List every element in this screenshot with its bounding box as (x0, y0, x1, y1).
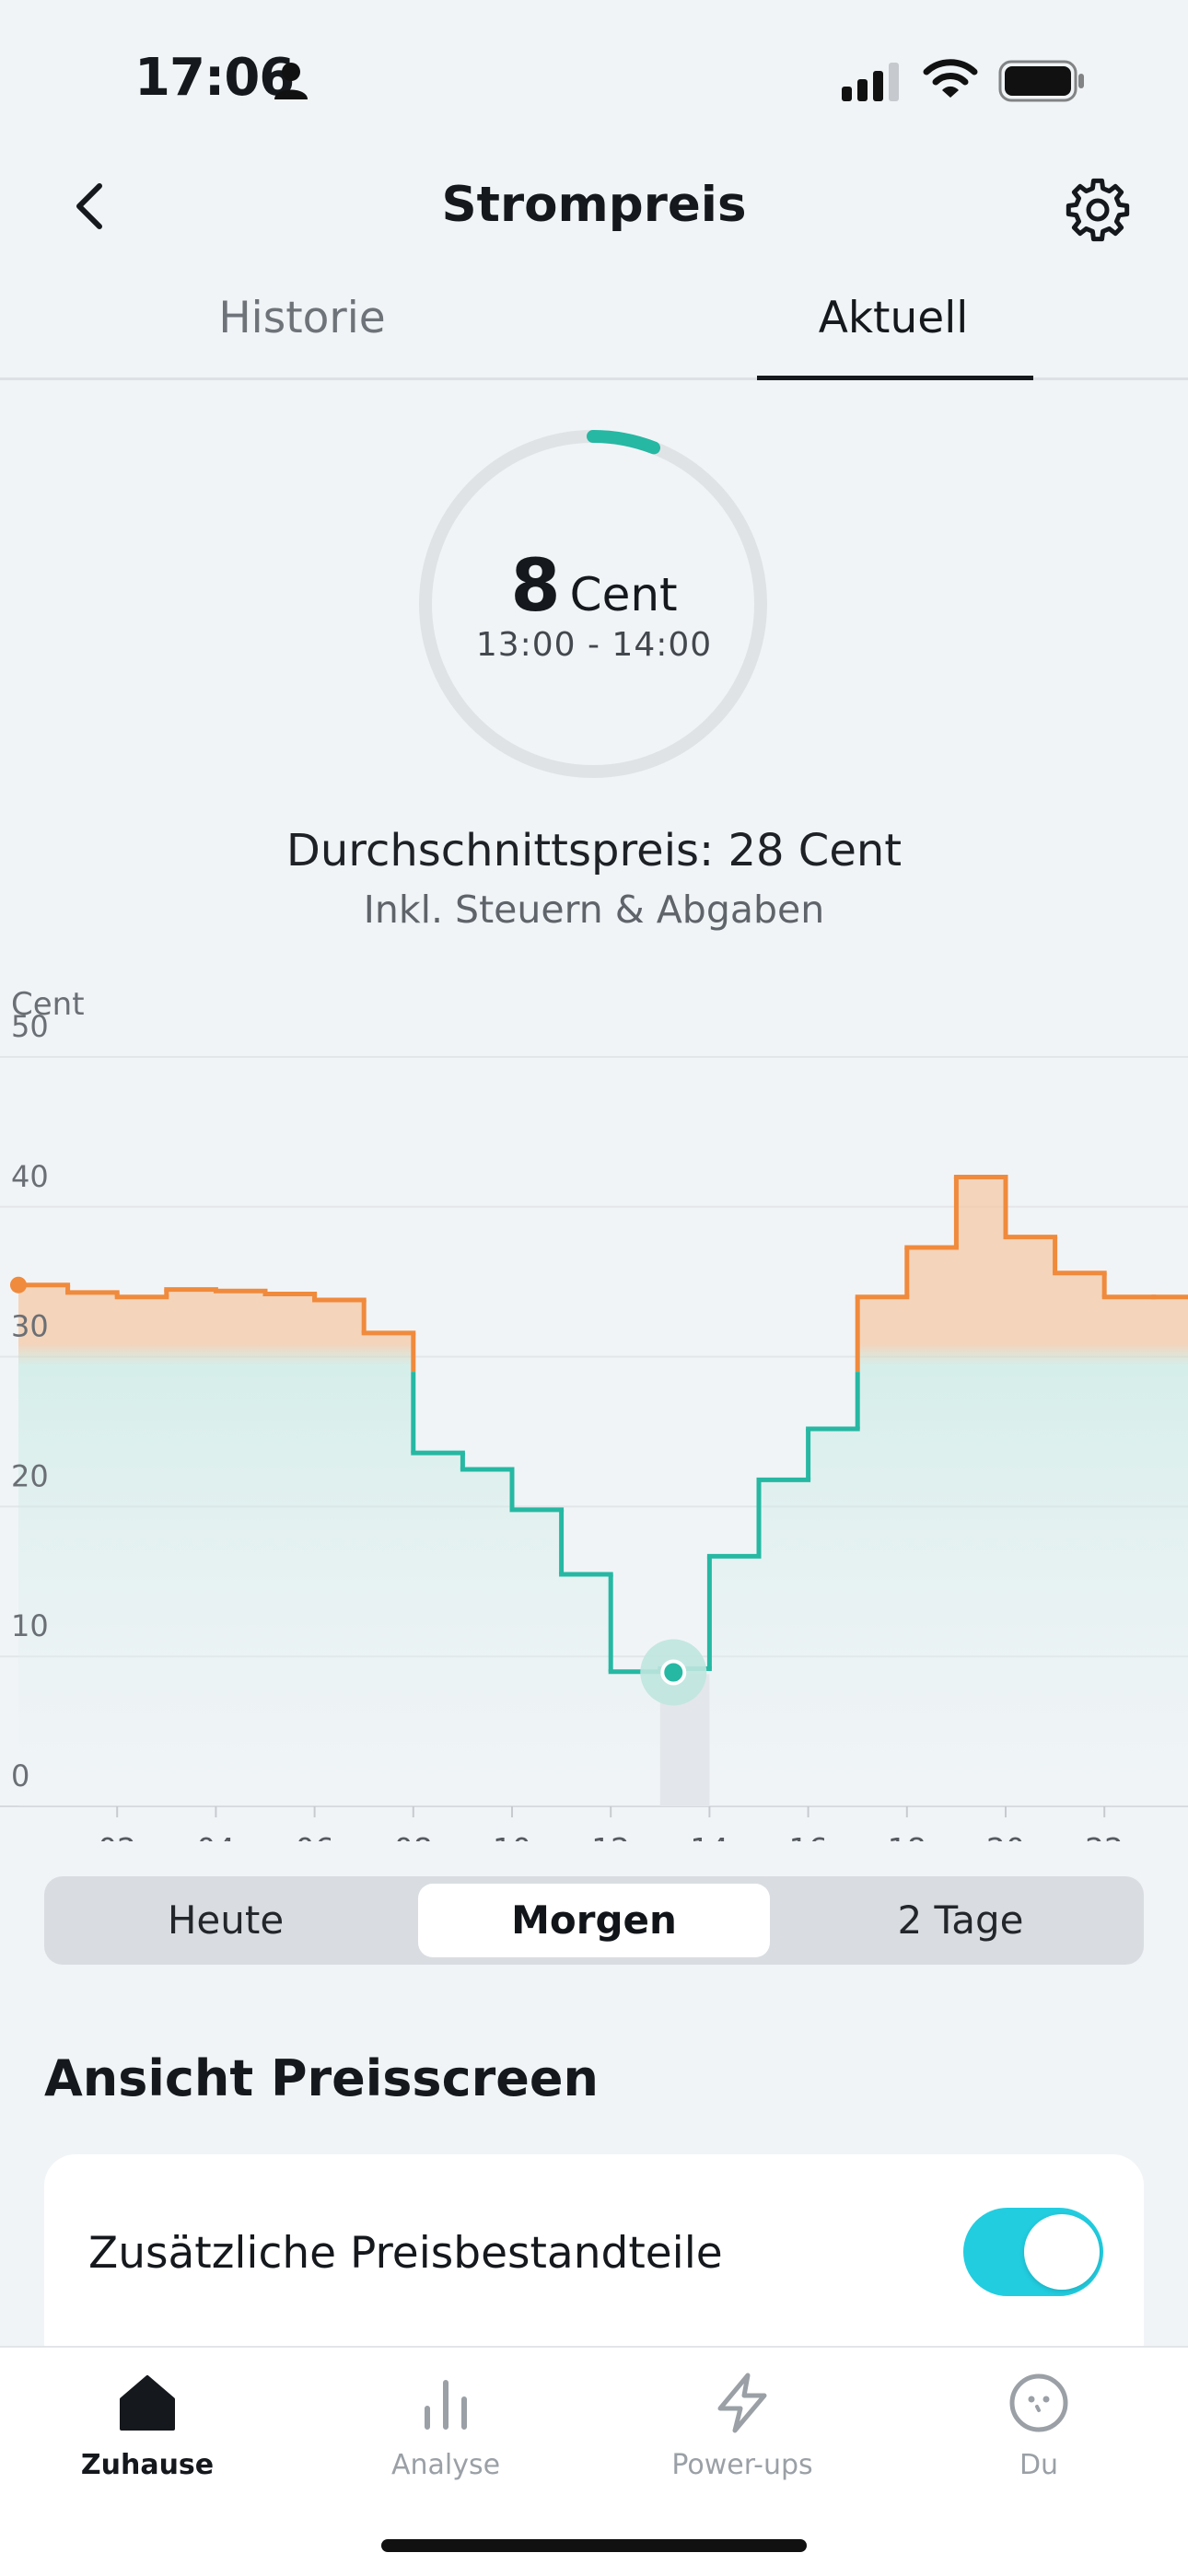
page-title: Strompreis (441, 177, 747, 233)
wifi-icon (923, 59, 978, 98)
section-title: Ansicht Preisscreen (44, 2049, 599, 2107)
current-price-value: 8 (510, 545, 561, 628)
nav-label-power-ups: Power-ups (671, 2449, 813, 2481)
x-tick-label: 14 (690, 1831, 728, 1841)
current-price-time-range: 13:00 - 14:00 (475, 626, 713, 664)
y-tick-label: 30 (11, 1309, 49, 1344)
y-tick-label: 50 (11, 1009, 49, 1044)
nav-analyse[interactable]: Analyse (335, 2357, 556, 2486)
period-heute[interactable]: Heute (167, 1897, 285, 1943)
nav-label-zuhause: Zuhause (80, 2449, 215, 2481)
tax-note: Inkl. Steuern & Abgaben (363, 888, 825, 932)
x-tick-label: 04 (196, 1831, 235, 1841)
x-tick-label: 12 (591, 1831, 630, 1841)
x-tick-label: 06 (296, 1831, 334, 1841)
chart-start-point (10, 1276, 27, 1294)
cellular-signal-icon (842, 63, 899, 101)
average-price: Durchschnittspreis: 28 Cent (285, 825, 903, 876)
x-tick-label: 08 (394, 1831, 433, 1841)
tab-divider (0, 377, 1188, 380)
nav-du[interactable]: Du (928, 2357, 1149, 2486)
x-tick-label: 10 (493, 1831, 531, 1841)
x-tick-label: 22 (1085, 1831, 1124, 1841)
gear-icon[interactable] (1061, 173, 1135, 247)
x-tick-label: 20 (986, 1831, 1025, 1841)
gauge-progress-arc (587, 430, 660, 455)
tab-aktuell[interactable]: Aktuell (818, 293, 969, 343)
price-gauge (419, 430, 767, 778)
chart-area-fill (18, 1177, 1188, 1806)
home-indicator (381, 2539, 807, 2552)
toggle-knob[interactable] (1024, 2214, 1100, 2290)
bottom-tab-bar (0, 2346, 1188, 2576)
y-tick-label: 10 (11, 1608, 49, 1643)
current-price-point (660, 1659, 687, 1686)
tab-active-indicator (757, 376, 1033, 380)
y-axis-unit: Cent (11, 986, 85, 1023)
current-price: 8 Cent (0, 545, 1188, 628)
person-icon (274, 63, 308, 99)
back-button[interactable] (64, 179, 120, 234)
tab-historie[interactable]: Historie (218, 293, 386, 343)
home-icon (120, 2375, 175, 2431)
x-tick-label: 18 (888, 1831, 926, 1841)
period-2-tage[interactable]: 2 Tage (897, 1897, 1024, 1943)
nav-power-ups[interactable]: Power-ups (632, 2357, 853, 2486)
y-tick-label: 0 (11, 1758, 29, 1793)
status-time: 17:06 (134, 48, 295, 108)
x-tick-label: 16 (789, 1831, 828, 1841)
period-morgen[interactable]: Morgen (418, 1884, 770, 1957)
current-price-unit: Cent (569, 568, 678, 621)
nav-zuhause[interactable]: Zuhause (37, 2357, 258, 2486)
nav-label-analyse: Analyse (390, 2449, 501, 2481)
y-tick-label: 40 (11, 1159, 49, 1194)
face-icon (1009, 2373, 1068, 2432)
nav-label-du: Du (1019, 2449, 1059, 2481)
price-chart[interactable]: Cent 0 10 20 30 40 50 02 04 06 08 10 12 14 16 18 20 22 (0, 976, 1188, 1841)
bar-chart-icon (425, 2380, 467, 2430)
y-tick-label: 20 (11, 1458, 49, 1493)
lightning-icon (717, 2373, 767, 2433)
battery-icon (998, 60, 1084, 102)
additional-components-label: Zusätzliche Preisbestandteile (88, 2228, 723, 2279)
x-tick-label: 02 (98, 1831, 136, 1841)
